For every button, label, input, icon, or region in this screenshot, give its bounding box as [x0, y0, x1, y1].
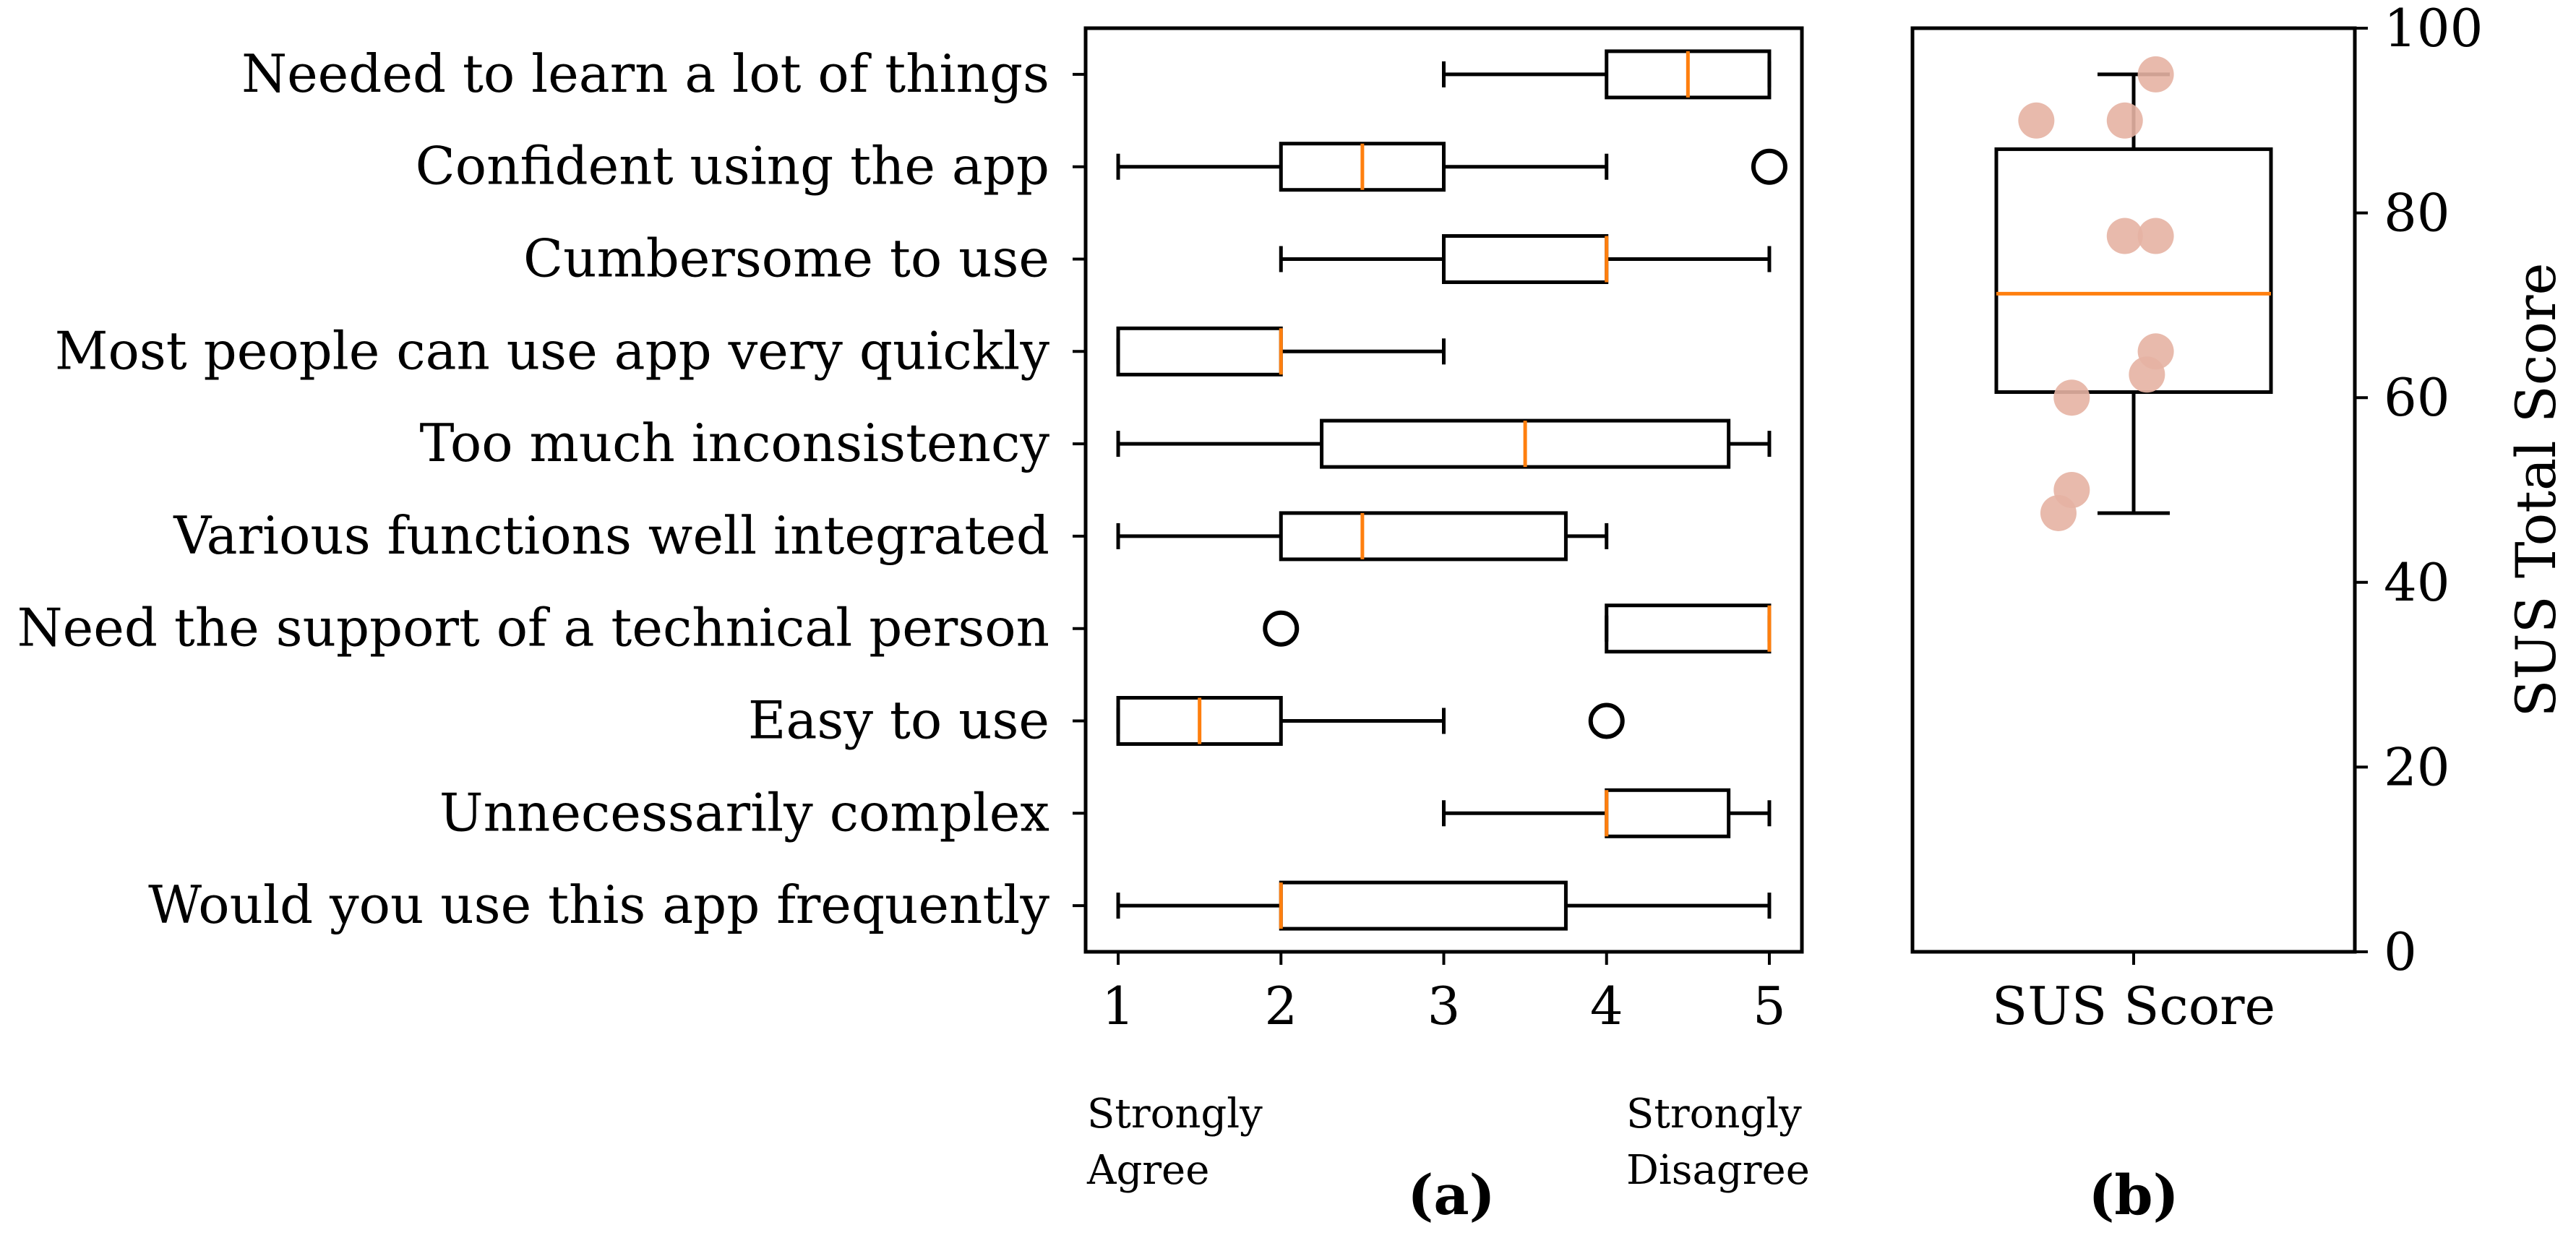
- data-point: [2106, 218, 2143, 254]
- y-tick-label: 80: [2384, 183, 2450, 244]
- box-row: [1073, 880, 1772, 931]
- box-row: [1073, 326, 1446, 377]
- data-point: [2053, 379, 2090, 416]
- category-label: Need the support of a technical person: [17, 598, 1049, 658]
- y-tick-label: 60: [2384, 367, 2450, 428]
- data-point: [2137, 218, 2174, 254]
- y-tick-label: 100: [2384, 0, 2483, 59]
- box-row: [1073, 603, 1772, 654]
- box: [1442, 234, 1609, 284]
- strongly-disagree-label-line2: Disagree: [1626, 1147, 1810, 1194]
- x-tick-label: 2: [1264, 976, 1297, 1036]
- box-row: [1073, 511, 1609, 562]
- box: [1994, 147, 2273, 395]
- strongly-agree-label-line2: Agree: [1086, 1147, 1209, 1194]
- box: [1279, 511, 1568, 562]
- category-label: Unnecessarily complex: [439, 782, 1049, 843]
- x-tick-label: SUS Score: [1992, 976, 2275, 1036]
- outlier-point: [1588, 702, 1625, 739]
- outlier-point: [1751, 148, 1787, 185]
- panel-b: [1910, 26, 2368, 965]
- category-label: Confident using the app: [416, 136, 1049, 197]
- outlier-point: [1263, 610, 1300, 647]
- x-tick-label: 5: [1753, 976, 1786, 1036]
- category-label: Too much inconsistency: [419, 413, 1049, 473]
- strongly-agree-label-line1: Strongly: [1087, 1091, 1263, 1138]
- data-point: [2040, 494, 2077, 531]
- category-label: Cumbersome to use: [523, 228, 1049, 289]
- box: [1605, 788, 1731, 838]
- box-row: [1073, 418, 1772, 469]
- panel-label-a: (a): [1407, 1163, 1495, 1227]
- strongly-disagree-label-line1: Strongly: [1626, 1091, 1802, 1138]
- y-tick-label: 0: [2384, 921, 2417, 982]
- x-tick-label: 1: [1102, 976, 1135, 1036]
- category-label: Needed to learn a lot of things: [241, 43, 1049, 104]
- box: [1605, 603, 1772, 654]
- box-row: [1073, 234, 1772, 284]
- y-tick-label: 40: [2384, 552, 2450, 613]
- data-point: [2018, 102, 2055, 139]
- panel-a: [1073, 26, 1804, 965]
- y-axis-label: SUS Total Score: [2504, 263, 2568, 718]
- data-point: [2137, 56, 2174, 93]
- box: [1116, 326, 1283, 377]
- x-tick-label: 3: [1427, 976, 1461, 1036]
- category-label: Various functions well integrated: [173, 505, 1049, 566]
- panel-label-b: (b): [2088, 1163, 2178, 1227]
- data-point: [2106, 102, 2143, 139]
- data-point: [2129, 356, 2165, 393]
- category-label: Most people can use app very quickly: [55, 320, 1050, 381]
- box-row: [1073, 788, 1772, 838]
- box-row: [1073, 142, 1787, 192]
- x-tick-label: 4: [1590, 976, 1623, 1036]
- box: [1279, 880, 1568, 931]
- box-row: [1073, 696, 1625, 746]
- box-row: [1073, 49, 1772, 100]
- category-label: Would you use this app frequently: [148, 874, 1049, 935]
- y-tick-label: 20: [2384, 736, 2450, 797]
- category-label: Easy to use: [748, 690, 1049, 751]
